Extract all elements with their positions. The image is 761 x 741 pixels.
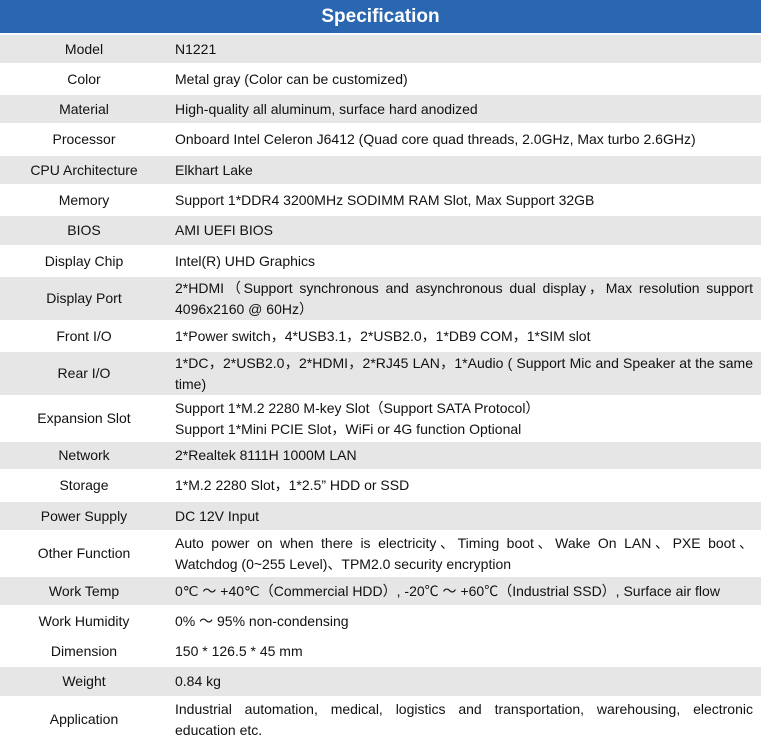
spec-row: Power Supply DC 12V Input xyxy=(0,500,761,530)
spec-row: Display Port 2*HDMI（Support synchronous a… xyxy=(0,275,761,320)
spec-table: Model N1221 Color Metal gray (Color can be … xyxy=(0,33,761,741)
spec-row: Material High-quality all aluminum, surfa… xyxy=(0,93,761,123)
spec-row: Display Chip Intel(R) UHD Graphics xyxy=(0,245,761,275)
spec-label: Display Chip xyxy=(44,252,124,269)
spec-row: Weight 0.84 kg xyxy=(0,665,761,696)
spec-value: Industrial automation, medical, logistic… xyxy=(175,700,753,738)
spec-value: High-quality all aluminum, surface hard … xyxy=(175,100,478,117)
spec-value: Metal gray (Color can be customized) xyxy=(175,70,408,87)
spec-value: 1*M.2 2280 Slot，1*2.5” HDD or SSD xyxy=(175,477,410,493)
spec-value: 1*Power switch，4*USB3.1，2*USB2.0，1*DB9 C… xyxy=(175,327,591,344)
spec-row: Model N1221 xyxy=(0,33,761,63)
spec-row: Expansion Slot Support 1*M.2 2280 M-key S… xyxy=(0,395,761,440)
spec-label: Rear I/O xyxy=(57,365,111,381)
spec-row: Memory Support 1*DDR4 3200MHz SODIMM RAM … xyxy=(0,184,761,214)
spec-label: Model xyxy=(64,40,104,57)
spec-label: Material xyxy=(59,100,109,117)
spec-label: Display Port xyxy=(46,290,122,306)
spec-label: Processor xyxy=(52,131,116,147)
spec-value: 1*DC，2*USB2.0，2*HDMI，2*RJ45 LAN，1*Audio … xyxy=(175,354,753,392)
spec-label: Dimension xyxy=(50,642,118,659)
spec-header: Specification xyxy=(0,0,761,33)
spec-value: 0% ～ 95% non-condensing xyxy=(175,612,349,629)
spec-row: BIOS AMI UEFI BIOS xyxy=(0,214,761,245)
spec-value: Support 1*DDR4 3200MHz SODIMM RAM Slot, … xyxy=(175,191,595,208)
spec-row: CPU Architecture Elkhart Lake xyxy=(0,154,761,184)
spec-value: DC 12V Input xyxy=(175,507,260,524)
spec-row: Color Metal gray (Color can be customized… xyxy=(0,63,761,93)
spec-value: 2*HDMI（Support synchronous and asynchron… xyxy=(175,279,753,317)
spec-label: Other Function xyxy=(37,545,131,561)
spec-label: Front I/O xyxy=(56,327,112,344)
spec-row: Processor Onboard Intel Celeron J6412 (Qu… xyxy=(0,123,761,154)
spec-row: Network 2*Realtek 8111H 1000M LAN xyxy=(0,440,761,469)
spec-value: Elkhart Lake xyxy=(175,161,253,178)
spec-label: Application xyxy=(49,711,119,727)
spec-value: AMI UEFI BIOS xyxy=(175,222,274,238)
spec-label: CPU Architecture xyxy=(30,161,138,178)
spec-value: Onboard Intel Celeron J6412 (Quad core q… xyxy=(175,131,696,147)
spec-title: Specification xyxy=(321,5,440,27)
spec-value: Auto power on when there is electricity、… xyxy=(175,534,753,572)
spec-value: 150 * 126.5 * 45 mm xyxy=(175,642,303,659)
spec-label: Weight xyxy=(62,673,106,689)
spec-label: Expansion Slot xyxy=(37,410,131,426)
spec-label: Work Temp xyxy=(48,582,120,599)
spec-label: Work Humidity xyxy=(38,612,130,629)
spec-label: BIOS xyxy=(67,222,101,238)
spec-row: Dimension 150 * 126.5 * 45 mm xyxy=(0,635,761,665)
spec-label: Memory xyxy=(58,191,110,208)
spec-row: Other Function Auto power on when there i… xyxy=(0,530,761,575)
spec-row: Work Humidity 0% ～ 95% non-condensing xyxy=(0,605,761,635)
spec-value: Support 1*M.2 2280 M-key Slot（Support SA… xyxy=(175,399,540,437)
spec-label: Storage xyxy=(59,477,109,493)
spec-row: Application Industrial automation, medica… xyxy=(0,696,761,741)
spec-label: Network xyxy=(58,447,110,463)
spec-value: N1221 xyxy=(175,40,217,57)
spec-value: Intel(R) UHD Graphics xyxy=(175,252,316,269)
spec-row: Front I/O 1*Power switch，4*USB3.1，2*USB2.… xyxy=(0,320,761,350)
spec-value: 0℃ ～ +40℃（Commercial HDD）, -20℃ ～ +60℃（I… xyxy=(175,582,720,599)
spec-row: Storage 1*M.2 2280 Slot，1*2.5” HDD or SSD xyxy=(0,469,761,500)
spec-label: Power Supply xyxy=(40,507,128,524)
spec-row: Rear I/O 1*DC，2*USB2.0，2*HDMI，2*RJ45 LAN，… xyxy=(0,350,761,395)
spec-row: Work Temp 0℃ ～ +40℃（Commercial HDD）, -20℃… xyxy=(0,575,761,605)
spec-value: 0.84 kg xyxy=(175,673,221,689)
spec-value: 2*Realtek 8111H 1000M LAN xyxy=(175,447,357,463)
spec-label: Color xyxy=(67,70,101,87)
